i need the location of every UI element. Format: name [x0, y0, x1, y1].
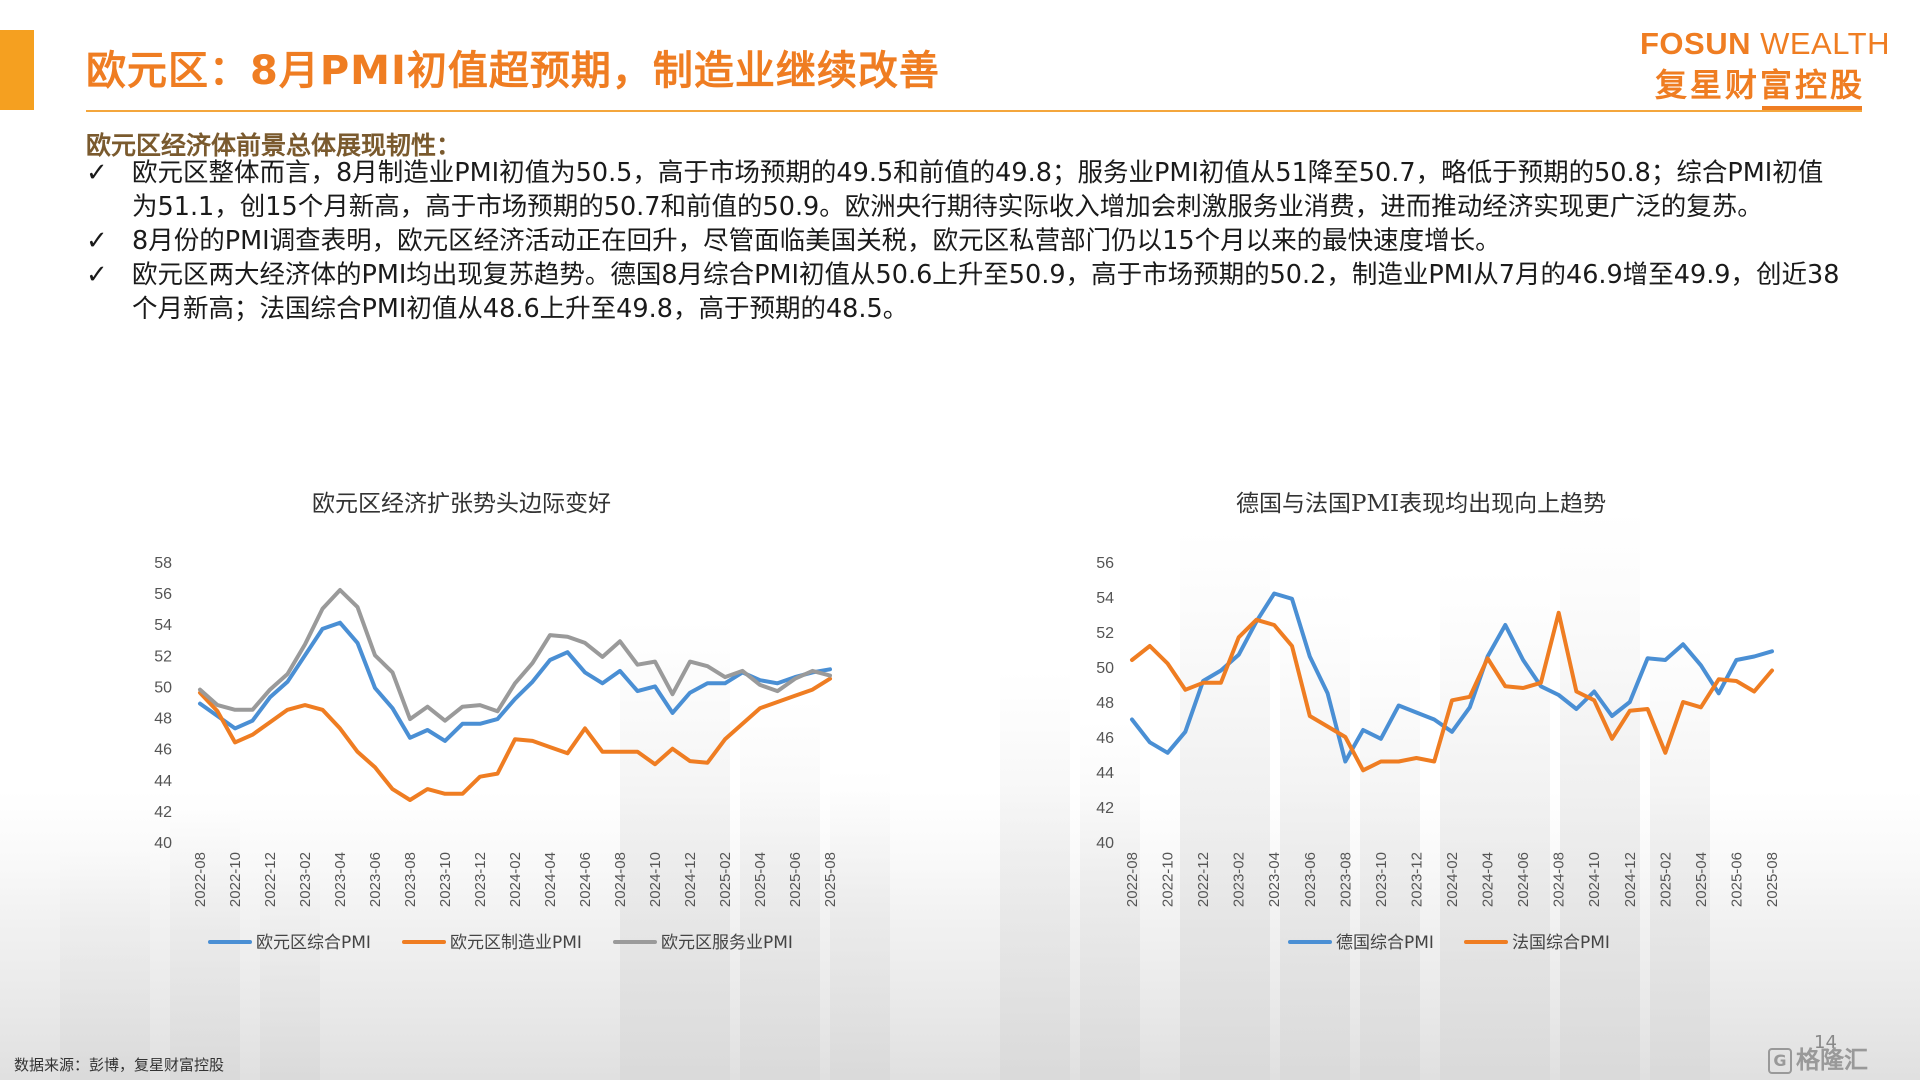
bullet-list: ✓ 欧元区整体而言，8月制造业PMI初值为50.5，高于市场预期的49.5和前值的… [86, 156, 1846, 326]
y-tick-label: 54 [1096, 590, 1114, 607]
header-divider [86, 110, 1862, 112]
page-title: 欧元区：8月PMI初值超预期，制造业继续改善 [86, 48, 940, 94]
x-tick-label: 2023-08 [1337, 852, 1354, 907]
x-tick-label: 2025-06 [787, 852, 804, 907]
x-tick-label: 2023-10 [1373, 852, 1390, 907]
legend-label: 法国综合PMI [1512, 933, 1610, 953]
y-tick-label: 42 [154, 804, 172, 821]
series-line [198, 588, 832, 723]
y-tick-label: 52 [1096, 625, 1114, 642]
x-tick-label: 2022-08 [192, 852, 209, 907]
x-tick-label: 2024-12 [1622, 852, 1639, 907]
x-tick-label: 2025-04 [1693, 852, 1710, 907]
intro-heading: 欧元区经济体前景总体展现韧性： [86, 131, 462, 160]
x-tick-label: 2023-06 [367, 852, 384, 907]
x-tick-label: 2025-06 [1728, 852, 1745, 907]
x-tick-label: 2024-10 [1586, 852, 1603, 907]
legend-label: 欧元区综合PMI [256, 933, 371, 953]
y-tick-label: 40 [154, 835, 172, 852]
y-tick-label: 50 [154, 679, 172, 696]
check-icon: ✓ [86, 260, 108, 290]
legend-label: 欧元区制造业PMI [450, 933, 582, 953]
y-tick-label: 40 [1096, 835, 1114, 852]
bullet-item: ✓ 欧元区整体而言，8月制造业PMI初值为50.5，高于市场预期的49.5和前值的… [86, 156, 1846, 224]
x-tick-label: 2023-04 [1266, 852, 1283, 907]
series-line [198, 676, 832, 802]
x-tick-label: 2022-08 [1124, 852, 1141, 907]
x-tick-label: 2024-02 [507, 852, 524, 907]
chart-title-germany-france: 德国与法国PMI表现均出现向上趋势 [1236, 491, 1607, 517]
check-icon: ✓ [86, 226, 108, 256]
x-tick-label: 2022-12 [1195, 852, 1212, 907]
brand-logo: FOSUN WEALTH 复星财富控股 [1640, 26, 1890, 106]
x-tick-label: 2023-04 [332, 852, 349, 907]
brand-logo-chinese: 复星财富控股 [1654, 66, 1865, 104]
y-tick-label: 50 [1096, 660, 1114, 677]
x-tick-label: 2024-02 [1444, 852, 1461, 907]
x-tick-label: 2024-08 [1551, 852, 1568, 907]
x-tick-label: 2024-04 [542, 852, 559, 907]
y-tick-label: 46 [154, 742, 172, 759]
x-tick-label: 2024-04 [1480, 852, 1497, 907]
brand-logo-english: FOSUN WEALTH [1640, 26, 1890, 61]
y-tick-label: 58 [154, 555, 172, 572]
x-tick-label: 2023-06 [1302, 852, 1319, 907]
x-tick-label: 2025-08 [1764, 852, 1781, 907]
title-accent-bar [0, 30, 34, 110]
x-tick-label: 2022-10 [1160, 852, 1177, 907]
y-tick-label: 54 [154, 617, 172, 634]
y-tick-label: 48 [154, 711, 172, 728]
watermark: G 格隆汇 [1768, 1040, 1868, 1075]
legend-label: 德国综合PMI [1336, 933, 1434, 953]
y-tick-label: 44 [1096, 765, 1114, 782]
x-tick-label: 2023-10 [437, 852, 454, 907]
x-tick-label: 2022-10 [227, 852, 244, 907]
x-tick-label: 2025-02 [717, 852, 734, 907]
y-tick-label: 52 [154, 648, 172, 665]
bullet-item: ✓ 欧元区两大经济体的PMI均出现复苏趋势。德国8月综合PMI初值从50.6上升至… [86, 258, 1846, 326]
x-tick-label: 2025-02 [1657, 852, 1674, 907]
x-tick-label: 2023-12 [1408, 852, 1425, 907]
x-tick-label: 2024-12 [682, 852, 699, 907]
x-tick-label: 2024-08 [612, 852, 629, 907]
watermark-text: 格隆汇 [1796, 1046, 1868, 1074]
watermark-icon: G [1768, 1048, 1792, 1074]
series-line [1130, 591, 1774, 764]
y-tick-label: 46 [1096, 730, 1114, 747]
series-line [1130, 610, 1774, 773]
x-tick-label: 2023-12 [472, 852, 489, 907]
x-tick-label: 2023-08 [402, 852, 419, 907]
y-tick-label: 56 [1096, 555, 1114, 572]
bullet-text: 欧元区整体而言，8月制造业PMI初值为50.5，高于市场预期的49.5和前值的4… [132, 158, 1824, 222]
x-tick-label: 2025-08 [822, 852, 839, 907]
x-tick-label: 2022-12 [262, 852, 279, 907]
check-icon: ✓ [86, 158, 108, 188]
x-tick-label: 2023-02 [297, 852, 314, 907]
y-tick-label: 48 [1096, 695, 1114, 712]
chart-title-eurozone: 欧元区经济扩张势头边际变好 [312, 491, 611, 517]
y-tick-label: 44 [154, 773, 172, 790]
y-tick-label: 56 [154, 586, 172, 603]
y-tick-label: 42 [1096, 800, 1114, 817]
brand-underline [1762, 106, 1862, 111]
x-tick-label: 2023-02 [1231, 852, 1248, 907]
x-tick-label: 2024-06 [577, 852, 594, 907]
bullet-text: 8月份的PMI调查表明，欧元区经济活动正在回升，尽管面临美国关税，欧元区私营部门… [132, 226, 1501, 256]
data-source-note: 数据来源：彭博，复星财富控股 [14, 1056, 225, 1074]
legend-label: 欧元区服务业PMI [661, 933, 793, 953]
x-tick-label: 2024-10 [647, 852, 664, 907]
page-number: 14 [1814, 1032, 1837, 1053]
bullet-text: 欧元区两大经济体的PMI均出现复苏趋势。德国8月综合PMI初值从50.6上升至5… [132, 260, 1840, 324]
x-tick-label: 2024-06 [1515, 852, 1532, 907]
bullet-item: ✓ 8月份的PMI调查表明，欧元区经济活动正在回升，尽管面临美国关税，欧元区私营部… [86, 224, 1846, 258]
series-line [198, 620, 832, 743]
x-tick-label: 2025-04 [752, 852, 769, 907]
